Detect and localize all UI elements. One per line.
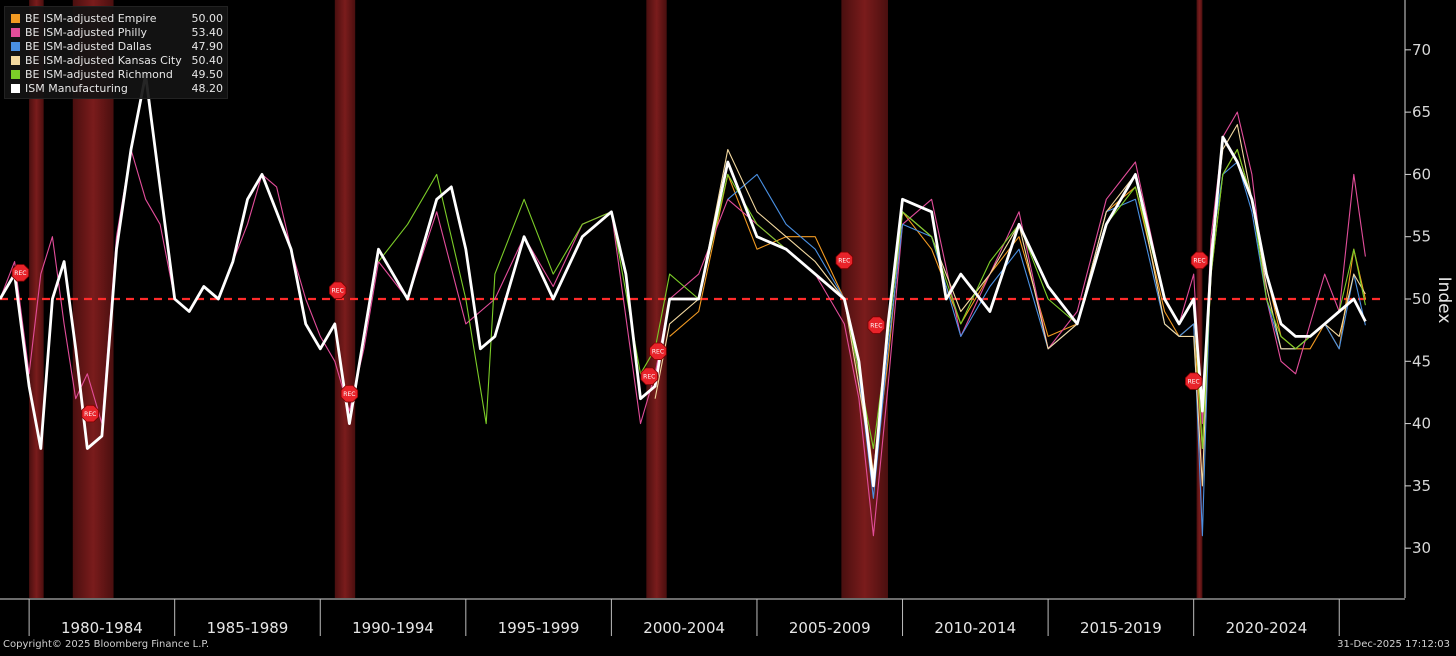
rec-marker-label-1: REC: [84, 411, 96, 418]
x-tick-label-4: 2000-2004: [643, 619, 725, 637]
legend-item-4: BE ISM-adjusted Richmond 49.50: [11, 67, 223, 81]
rec-marker-shape-9: [1190, 251, 1209, 270]
timestamp-text: 31-Dec-2025 17:12:03: [1337, 639, 1450, 650]
legend-label-1: BE ISM-adjusted Philly: [25, 25, 148, 39]
x-tick-label-2: 1990-1994: [352, 619, 434, 637]
series-line-1: [0, 111, 1366, 537]
legend-label-5: ISM Manufacturing: [25, 81, 128, 95]
rec-marker-label-6: REC: [838, 258, 850, 265]
rec-marker-shape-4: [640, 367, 658, 386]
rec-marker-4: REC: [640, 367, 658, 386]
legend-swatch-1: [11, 27, 20, 37]
rec-marker-label-3: REC: [343, 391, 355, 398]
y-tick-label-3: 45: [1412, 352, 1431, 370]
legend-label-0: BE ISM-adjusted Empire: [25, 11, 157, 25]
rec-marker-shape-1: [81, 404, 99, 423]
x-tick-label-8: 2020-2024: [1226, 619, 1308, 637]
legend-item-2: BE ISM-adjusted Dallas 47.90: [11, 39, 223, 53]
rec-marker-label-0: REC: [14, 270, 26, 277]
recession-bands: [29, 0, 1203, 598]
legend-label-2: BE ISM-adjusted Dallas: [25, 39, 152, 53]
x-tick-label-3: 1995-1999: [498, 619, 580, 637]
legend-item-3: BE ISM-adjusted Kansas City 50.40: [11, 53, 223, 67]
x-tick-label-5: 2005-2009: [789, 619, 871, 637]
y-tick-label-2: 40: [1412, 415, 1431, 433]
legend-swatch-5: [11, 83, 20, 93]
legend-value-1: 53.40: [191, 25, 224, 39]
rec-marker-7: REC: [867, 316, 885, 334]
legend-value-2: 47.90: [191, 39, 224, 53]
legend-swatch-4: [11, 69, 20, 79]
rec-marker-label-8: REC: [1188, 378, 1200, 385]
y-axis: 30 35 40 45 50 55 60 65 70 Index: [1404, 0, 1454, 598]
rec-marker-8: REC: [1185, 372, 1203, 390]
rec-marker-1: REC: [81, 404, 99, 423]
y-tick-label-4: 50: [1412, 290, 1431, 308]
rec-marker-2: REC: [328, 281, 347, 300]
rec-marker-shape-8: [1185, 372, 1203, 390]
x-tick-label-7: 2015-2019: [1080, 619, 1162, 637]
series-line-2: [727, 161, 1366, 537]
x-axis: 1980-1984 1985-1989 1990-1994 1995-1999 2000…: [0, 598, 1405, 637]
legend-value-3: 50.40: [191, 53, 224, 67]
legend: BE ISM-adjusted Empire 50.00 BE ISM-adjust…: [4, 6, 228, 99]
y-tick-label-1: 35: [1412, 477, 1431, 495]
y-tick-label-0: 30: [1412, 539, 1431, 557]
x-tick-label-6: 2010-2014: [934, 619, 1016, 637]
legend-label-3: BE ISM-adjusted Kansas City: [25, 53, 182, 67]
legend-value-4: 49.50: [191, 67, 224, 81]
rec-marker-shape-7: [867, 316, 885, 334]
legend-swatch-2: [11, 41, 20, 51]
recession-markers: REC REC REC REC REC REC REC REC REC REC: [11, 251, 1209, 423]
rec-marker-0: REC: [11, 264, 30, 282]
x-tick-label-1: 1985-1989: [207, 619, 289, 637]
y-tick-label-6: 60: [1412, 165, 1431, 183]
series-line-0: [669, 148, 1366, 474]
legend-swatch-3: [11, 55, 20, 65]
rec-marker-5: REC: [649, 342, 667, 361]
rec-marker-shape-3: [340, 384, 359, 403]
y-tick-label-8: 70: [1412, 41, 1431, 59]
recession-band-4: [841, 0, 888, 598]
rec-marker-shape-6: [835, 251, 853, 270]
rec-marker-label-5: REC: [652, 349, 664, 356]
recession-band-1: [72, 0, 114, 598]
x-tick-label-0: 1980-1984: [61, 619, 143, 637]
rec-marker-9: REC: [1190, 251, 1209, 270]
rec-marker-label-7: REC: [870, 322, 882, 329]
recession-band-2: [334, 0, 356, 598]
rec-marker-shape-0: [11, 264, 30, 282]
legend-item-5: ISM Manufacturing 48.20: [11, 81, 223, 95]
legend-swatch-0: [11, 13, 20, 23]
legend-value-5: 48.20: [191, 81, 224, 95]
legend-item-1: BE ISM-adjusted Philly 53.40: [11, 25, 223, 39]
series-line-4: [378, 148, 1366, 450]
rec-marker-3: REC: [340, 384, 359, 403]
series-line-5: [0, 73, 1367, 488]
y-tick-label-5: 55: [1412, 228, 1431, 246]
rec-marker-label-2: REC: [332, 287, 344, 294]
rec-marker-label-9: REC: [1193, 258, 1205, 265]
copyright-text: Copyright© 2025 Bloomberg Finance L.P.: [3, 639, 210, 650]
legend-value-0: 50.00: [191, 11, 224, 25]
rec-marker-shape-5: [649, 342, 667, 361]
recession-band-5: [1196, 0, 1203, 598]
rec-marker-6: REC: [835, 251, 853, 270]
legend-item-0: BE ISM-adjusted Empire 50.00: [11, 11, 223, 25]
y-axis-title: Index: [1434, 277, 1454, 324]
series-line-3: [654, 124, 1366, 487]
rec-marker-shape-2: [328, 281, 347, 300]
y-tick-label-7: 65: [1412, 103, 1431, 121]
series-lines: [0, 73, 1367, 537]
recession-band-3: [646, 0, 667, 598]
legend-label-4: BE ISM-adjusted Richmond: [25, 67, 173, 81]
rec-marker-label-4: REC: [643, 373, 655, 380]
